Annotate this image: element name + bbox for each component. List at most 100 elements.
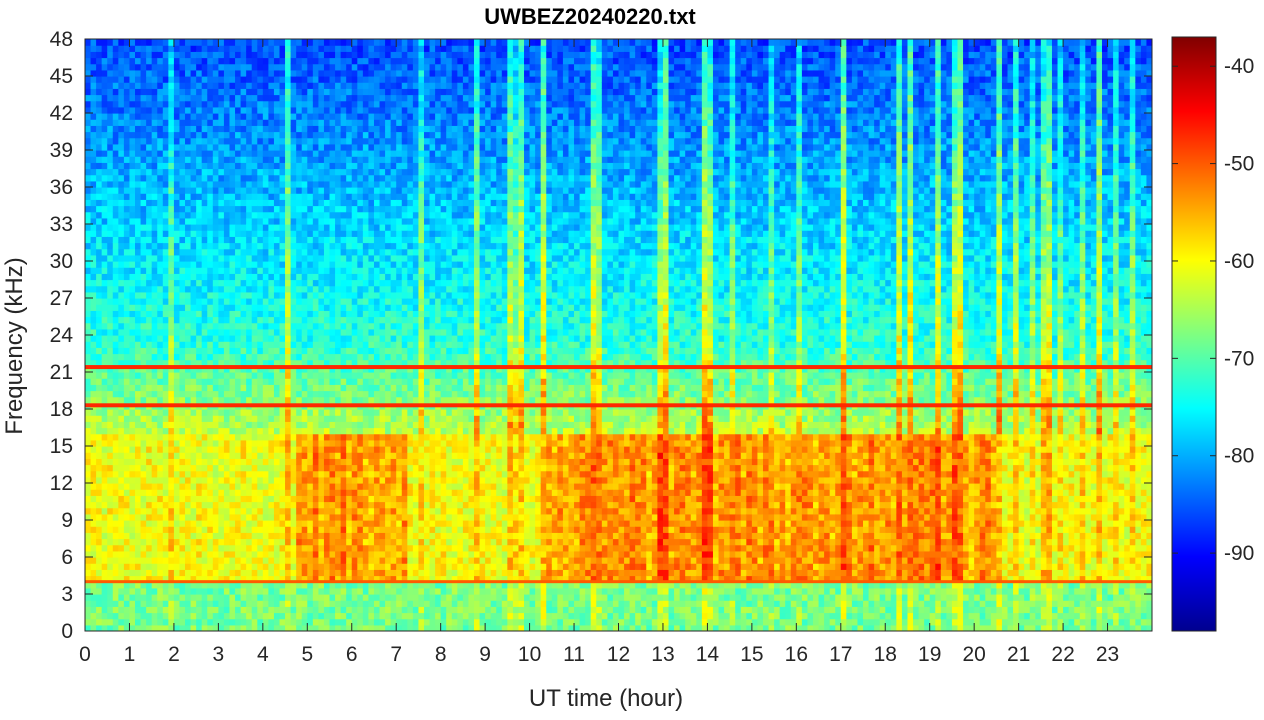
heatmap-cell bbox=[201, 137, 208, 145]
heatmap-cell bbox=[340, 372, 347, 379]
heatmap-cell bbox=[346, 199, 353, 207]
heatmap-cell bbox=[218, 137, 225, 145]
heatmap-cell bbox=[268, 63, 275, 71]
heatmap-cell bbox=[296, 581, 303, 589]
heatmap-cell bbox=[223, 322, 231, 330]
heatmap-cell bbox=[123, 113, 131, 120]
heatmap-cell bbox=[357, 39, 364, 46]
heatmap-cell bbox=[368, 384, 375, 392]
heatmap-cell bbox=[323, 94, 331, 102]
heatmap-cell bbox=[301, 526, 308, 533]
heatmap-cell bbox=[207, 217, 214, 225]
heatmap-cell bbox=[118, 174, 125, 182]
heatmap-cell bbox=[201, 316, 208, 324]
heatmap-cell bbox=[201, 470, 208, 478]
heatmap-cell bbox=[362, 544, 370, 552]
heatmap-cell bbox=[135, 594, 142, 601]
heatmap-cell bbox=[201, 495, 208, 503]
heatmap-cell bbox=[290, 100, 297, 108]
heatmap-cell bbox=[101, 359, 108, 367]
heatmap-cell bbox=[129, 433, 136, 441]
heatmap-cell bbox=[362, 532, 370, 540]
heatmap-cell bbox=[246, 532, 253, 540]
heatmap-cell bbox=[346, 532, 353, 540]
heatmap-cell bbox=[190, 322, 197, 330]
heatmap-cell bbox=[285, 624, 292, 631]
heatmap-cell bbox=[273, 618, 281, 626]
heatmap-cell bbox=[173, 285, 181, 293]
heatmap-cell bbox=[101, 94, 108, 102]
heatmap-cell bbox=[251, 563, 258, 570]
heatmap-cell bbox=[268, 483, 275, 490]
heatmap-cell bbox=[112, 63, 119, 71]
heatmap-cell bbox=[123, 94, 131, 102]
heatmap-cell bbox=[323, 199, 331, 207]
heatmap-cell bbox=[340, 341, 347, 348]
heatmap-cell bbox=[96, 316, 103, 324]
heatmap-cell bbox=[312, 618, 320, 626]
heatmap-cell bbox=[301, 409, 308, 416]
heatmap-cell bbox=[307, 409, 314, 416]
heatmap-cell bbox=[218, 279, 225, 287]
heatmap-cell bbox=[151, 415, 158, 422]
heatmap-cell bbox=[96, 150, 103, 157]
heatmap-cell bbox=[207, 51, 214, 59]
heatmap-cell bbox=[251, 304, 258, 311]
heatmap-cell bbox=[223, 180, 231, 188]
heatmap-cell bbox=[112, 187, 119, 194]
heatmap-cell bbox=[251, 57, 258, 65]
heatmap-cell bbox=[346, 538, 353, 546]
heatmap-cell bbox=[157, 113, 164, 120]
heatmap-cell bbox=[340, 63, 347, 71]
heatmap-cell bbox=[362, 211, 370, 219]
heatmap-cell bbox=[335, 396, 342, 404]
heatmap-cell bbox=[140, 328, 147, 336]
heatmap-cell bbox=[151, 113, 158, 120]
heatmap-cell bbox=[173, 600, 181, 607]
heatmap-cell bbox=[112, 316, 119, 324]
heatmap-cell bbox=[129, 113, 136, 120]
heatmap-cell bbox=[351, 384, 358, 392]
heatmap-cell bbox=[235, 470, 242, 478]
heatmap-cell bbox=[296, 550, 303, 558]
heatmap-cell bbox=[190, 544, 197, 552]
heatmap-cell bbox=[340, 384, 347, 392]
heatmap-cell bbox=[162, 310, 169, 318]
heatmap-cell bbox=[135, 199, 142, 207]
heatmap-cell bbox=[268, 57, 275, 65]
heatmap-cell bbox=[351, 106, 358, 114]
heatmap-cell bbox=[312, 310, 320, 318]
heatmap-cell bbox=[362, 119, 370, 126]
heatmap-cell bbox=[118, 433, 125, 441]
heatmap-cell bbox=[229, 353, 236, 361]
heatmap-cell bbox=[207, 88, 214, 96]
heatmap-cell bbox=[301, 261, 308, 268]
heatmap-cell bbox=[162, 396, 169, 404]
heatmap-cell bbox=[146, 100, 153, 108]
heatmap-cell bbox=[90, 131, 97, 139]
heatmap-cell bbox=[318, 372, 325, 379]
heatmap-cell bbox=[223, 242, 231, 250]
heatmap-cell bbox=[196, 267, 203, 274]
heatmap-cell bbox=[290, 532, 297, 540]
heatmap-cell bbox=[212, 409, 219, 416]
heatmap-cell bbox=[240, 446, 247, 453]
heatmap-cell bbox=[262, 298, 269, 305]
heatmap-cell bbox=[329, 384, 336, 392]
heatmap-cell bbox=[146, 291, 153, 299]
heatmap-cell bbox=[185, 217, 192, 225]
heatmap-cell bbox=[185, 310, 192, 318]
heatmap-cell bbox=[151, 606, 158, 614]
heatmap-cell bbox=[168, 563, 175, 570]
heatmap-cell bbox=[151, 106, 158, 114]
heatmap-cell bbox=[323, 439, 331, 447]
heatmap-cell bbox=[101, 532, 108, 540]
heatmap-cell bbox=[185, 594, 192, 601]
heatmap-cell bbox=[201, 236, 208, 244]
heatmap-cell bbox=[329, 205, 336, 213]
heatmap-cell bbox=[307, 384, 314, 392]
heatmap-cell bbox=[296, 544, 303, 552]
heatmap-cell bbox=[96, 94, 103, 102]
heatmap-cell bbox=[268, 137, 275, 145]
heatmap-cell bbox=[107, 156, 114, 163]
